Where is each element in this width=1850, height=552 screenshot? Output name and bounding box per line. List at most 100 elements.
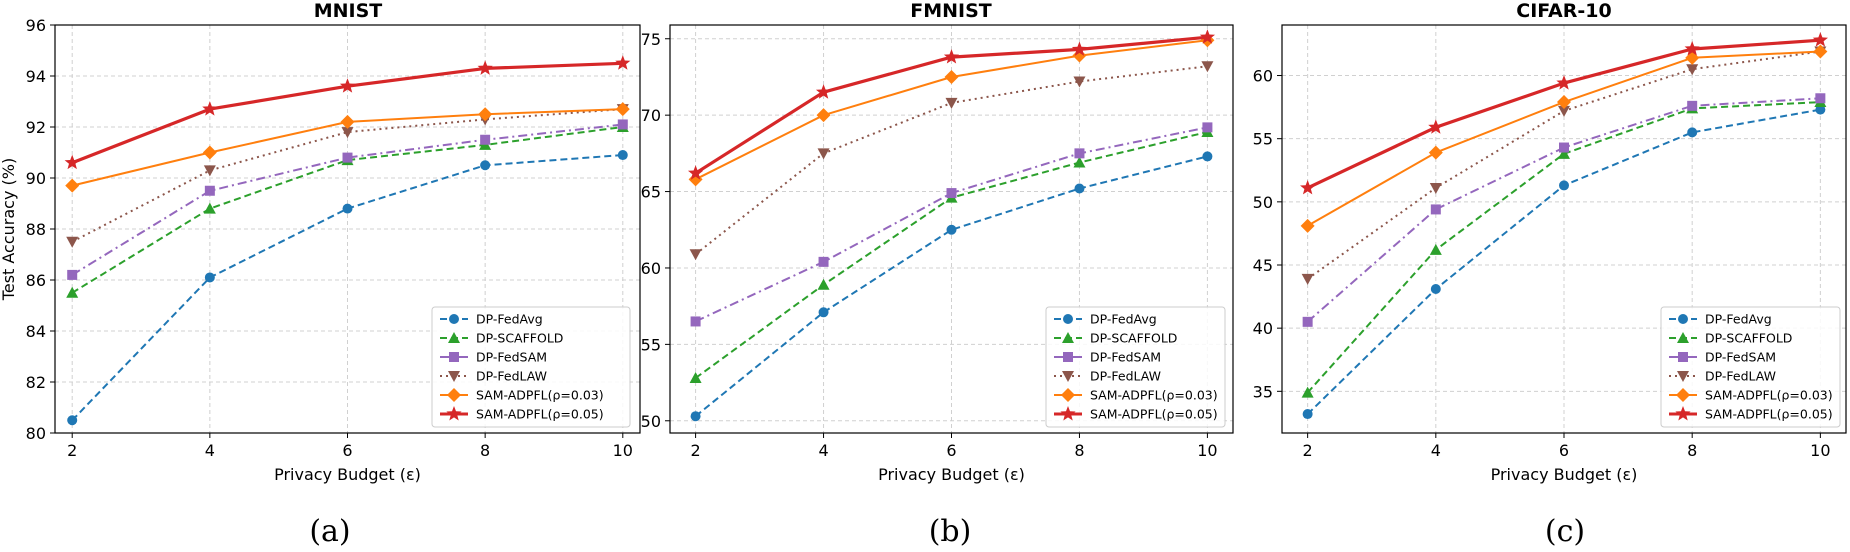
data-point [1073,156,1086,168]
legend-swatch-marker [1678,352,1688,362]
data-point [67,269,78,280]
data-point [1687,100,1698,111]
data-point [1300,218,1315,233]
series-line [694,155,1208,417]
data-point [1559,142,1569,153]
series-6 [1300,32,1828,195]
series-1 [1302,104,1826,420]
data-point [202,145,217,160]
y-tick-label: 40 [1253,319,1273,338]
series-3 [1302,93,1826,327]
data-point [615,55,631,70]
legend-swatch-marker [449,352,459,362]
y-tick-label: 35 [1253,382,1273,401]
x-tick-label: 6 [1559,441,1569,460]
chart-title: CIFAR-10 [1516,0,1611,22]
series-3 [690,122,1213,327]
legend-entry: DP-FedSAM [1090,350,1161,365]
y-tick-label: 60 [1253,67,1273,86]
data-point [1071,41,1088,56]
series-6 [64,55,631,170]
y-tick-label: 55 [641,335,661,354]
y-tick-label: 50 [641,412,661,431]
data-point [817,148,830,160]
data-point [1302,409,1313,420]
data-point [342,152,353,163]
data-point [1074,148,1085,159]
data-point [1202,151,1213,162]
x-tick-label: 10 [1810,441,1830,460]
legend-entry: SAM-ADPFL(ρ=0.03) [1705,388,1833,403]
legend-entry: DP-FedLAW [1705,369,1776,384]
y-tick-label: 55 [1253,130,1273,149]
data-point [202,101,218,116]
y-tick-label: 65 [641,183,661,202]
x-tick-label: 8 [480,441,490,460]
y-tick-label: 84 [26,322,46,341]
y-tick-label: 94 [26,67,46,86]
y-tick-label: 60 [641,259,661,278]
data-point [1301,273,1314,285]
legend-swatch-marker [449,314,459,324]
legend-entry: DP-FedLAW [476,369,547,384]
data-point [340,114,355,129]
y-tick-label: 92 [26,118,46,137]
data-point [1815,104,1826,115]
data-point [1559,180,1569,191]
legend-swatch-marker [448,332,460,343]
series-5 [65,102,630,193]
y-tick-label: 82 [26,373,46,392]
data-point [64,154,80,170]
series-4 [689,61,1214,261]
x-tick-label: 4 [1431,441,1441,460]
x-tick-label: 4 [818,441,828,460]
data-point [1686,64,1699,76]
data-point [1812,32,1828,47]
legend-entry: SAM-ADPFL(ρ=0.05) [476,407,604,422]
x-tick-label: 6 [342,441,352,460]
legend-entry: DP-FedLAW [1090,369,1161,384]
legend-entry: DP-FedAvg [476,312,543,327]
data-point [1073,76,1086,88]
series-6 [687,29,1216,180]
legend-entry: DP-SCAFFOLD [1705,331,1792,346]
data-point [477,60,493,75]
x-tick-label: 2 [690,441,700,460]
legend-entry: DP-SCAFFOLD [1090,331,1177,346]
data-point [66,236,79,248]
data-point [65,178,80,193]
legend-swatch-marker [1063,352,1073,362]
legend-swatch-marker [448,371,460,382]
data-point [1202,122,1213,133]
panel-caption: (b) [929,514,972,549]
legend-swatch-marker [1062,371,1074,382]
data-point [1301,386,1314,398]
data-point [687,165,704,180]
data-point [342,203,353,214]
x-tick-label: 10 [613,441,633,460]
data-point [690,411,701,422]
legend-swatch-marker [1675,406,1691,421]
legend: DP-FedAvg DP-SCAFFOLD DP-FedSAM DP-FedLAW SA… [1045,306,1226,428]
data-point [1428,145,1443,160]
data-point [203,165,216,177]
y-tick-label: 50 [1253,193,1273,212]
data-point [204,272,215,283]
data-point [1302,316,1313,327]
legend-swatch-marker [1678,314,1688,324]
series-1 [690,151,1213,422]
y-tick-label: 88 [26,220,46,239]
data-point [1685,50,1700,65]
data-point [1557,95,1571,110]
legend-box [1660,306,1841,428]
legend-entry: SAM-ADPFL(ρ=0.03) [1090,388,1218,403]
series-5 [1300,44,1828,233]
data-point [1430,204,1441,215]
data-point [818,256,829,267]
panel-caption: (c) [1545,514,1585,549]
data-point [480,134,491,145]
data-point [1429,182,1442,194]
chart-title: FMNIST [910,0,992,22]
data-point [1558,105,1570,117]
